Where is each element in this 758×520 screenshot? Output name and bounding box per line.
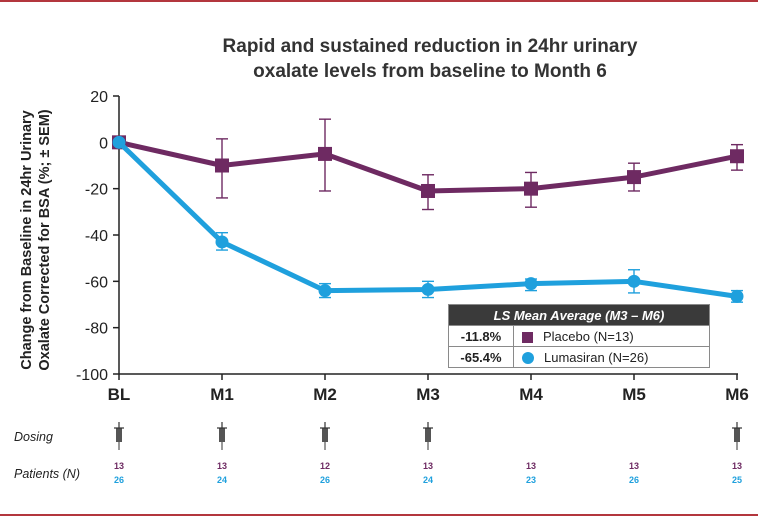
patients-lumasiran-count: 26 [629, 475, 639, 485]
syringe-icon [114, 422, 124, 450]
y-ticks: 20 0 -20 -40 -60 -80 -100 [76, 89, 119, 384]
dosing-label: Dosing [14, 430, 53, 444]
patients-placebo-count: 13 [423, 461, 433, 471]
y-tick-label: -80 [85, 321, 108, 338]
patients-placebo-count: 13 [217, 461, 227, 471]
syringe-icon [217, 422, 227, 450]
ls-mean-legend: LS Mean Average (M3 – M6) -11.8% Placebo… [448, 304, 710, 368]
y-tick-label: -100 [76, 367, 108, 384]
patients-placebo-count: 13 [732, 461, 742, 471]
x-tick-label: M2 [313, 385, 337, 404]
patients-placebo-count: 13 [114, 461, 124, 471]
circle-marker-icon [522, 352, 534, 365]
patients-lumasiran-count: 26 [114, 475, 124, 485]
patients-lumasiran-count: 24 [423, 475, 433, 485]
patients-lumasiran-count: 26 [320, 475, 330, 485]
top-rule [0, 0, 758, 2]
y-tick-label: -20 [85, 182, 108, 199]
syringe-barrel [322, 428, 328, 442]
legend-header: LS Mean Average (M3 – M6) [448, 304, 710, 326]
chart-title-line-1: Rapid and sustained reduction in 24hr ur… [223, 36, 638, 57]
series-layer [112, 118, 744, 303]
x-tick-label: M5 [622, 385, 646, 404]
legend-label-lumasiran: Lumasiran (N=26) [544, 349, 649, 365]
bottom-rule [0, 514, 758, 516]
legend-value-placebo: -11.8% [448, 325, 514, 347]
data-point-placebo [318, 146, 332, 161]
patients-placebo-count: 12 [320, 461, 330, 471]
series-lumasiran [112, 135, 744, 303]
y-tick-label: -60 [85, 274, 108, 291]
patients-lumasiran-count: 24 [217, 475, 227, 485]
data-point-placebo [215, 158, 229, 173]
x-ticks: BL M1 M2 M3 M4 M5 M6 [108, 374, 749, 404]
data-point-lumasiran [524, 277, 538, 291]
syringe-barrel [219, 428, 225, 442]
data-point-lumasiran [112, 135, 126, 149]
y-tick-label: 0 [99, 135, 108, 152]
y-axis-label-line-1: Change from Baseline in 24hr Urinary [19, 110, 35, 369]
data-point-lumasiran [215, 235, 229, 249]
series-placebo [112, 118, 744, 211]
patients-row: 13 26 13 24 12 26 13 24 13 23 13 26 13 25 [114, 461, 742, 485]
syringe-icon [732, 422, 742, 450]
data-point-lumasiran [318, 284, 332, 298]
patients-placebo-count: 13 [526, 461, 536, 471]
legend-value-lumasiran: -65.4% [448, 346, 514, 368]
data-point-lumasiran [421, 282, 435, 296]
data-point-placebo [730, 149, 744, 164]
syringe-barrel [425, 428, 431, 442]
y-tick-label: -40 [85, 228, 108, 245]
x-tick-label: M1 [210, 385, 234, 404]
data-point-placebo [421, 183, 435, 198]
patients-lumasiran-count: 25 [732, 475, 742, 485]
chart-title-line-2: oxalate levels from baseline to Month 6 [253, 61, 607, 82]
syringe-icon [423, 422, 433, 450]
patients-lumasiran-count: 23 [526, 475, 536, 485]
square-marker-icon [522, 331, 533, 343]
dosing-row [114, 422, 742, 450]
legend-row-lumasiran: -65.4% Lumasiran (N=26) [448, 346, 710, 368]
legend-row-placebo: -11.8% Placebo (N=13) [448, 325, 710, 347]
x-tick-label: M4 [519, 385, 543, 404]
syringe-barrel [116, 428, 122, 442]
data-point-placebo [627, 170, 641, 185]
data-point-placebo [524, 181, 538, 196]
x-tick-label: M3 [416, 385, 440, 404]
syringe-barrel [734, 428, 740, 442]
legend-label-placebo: Placebo (N=13) [543, 328, 634, 344]
x-tick-label: M6 [725, 385, 749, 404]
syringe-icon [320, 422, 330, 450]
y-axis-label-line-2: Oxalate Corrected for BSA (%; ± SEM) [37, 109, 53, 370]
data-point-lumasiran [730, 289, 744, 303]
patients-placebo-count: 13 [629, 461, 639, 471]
y-tick-label: 20 [90, 89, 108, 106]
data-point-lumasiran [627, 274, 641, 288]
x-tick-label: BL [108, 385, 131, 404]
patients-label: Patients (N) [14, 467, 80, 481]
